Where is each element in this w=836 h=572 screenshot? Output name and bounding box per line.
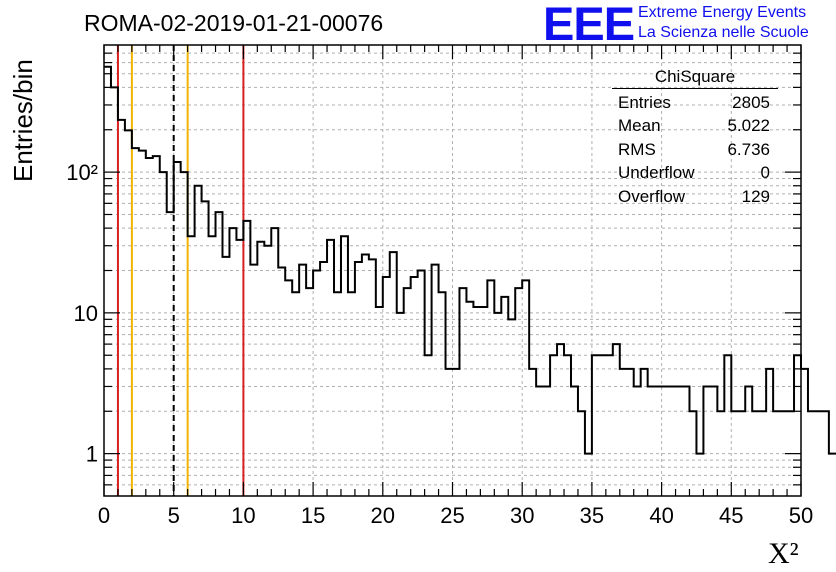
x-tick-label: 10	[231, 503, 255, 528]
y-axis-label: Entries/bin	[8, 59, 38, 182]
x-tick-label: 40	[649, 503, 673, 528]
eee-logo-line2: La Scienza nelle Scuole	[638, 24, 809, 41]
stats-value: 129	[741, 186, 770, 206]
stats-row-underflow: Underflow 0	[612, 162, 778, 186]
y-tick-label: 1	[86, 442, 98, 467]
x-tick-label: 15	[301, 503, 325, 528]
stats-title: ChiSquare	[612, 67, 778, 89]
stats-value: 6.736	[727, 139, 770, 159]
x-tick-label: 35	[580, 503, 604, 528]
x-tick-label: 20	[371, 503, 395, 528]
y-tick-label: 10²	[66, 160, 98, 185]
axis-ticks	[103, 45, 802, 496]
stats-row-overflow: Overflow 129	[612, 185, 778, 209]
x-tick-label: 30	[510, 503, 534, 528]
stats-label: Overflow	[618, 186, 686, 206]
stats-value: 2805	[732, 92, 770, 112]
tick-labels: 0 5 10 15 20 25 30 35 40 45 50 1 10 10²	[66, 160, 813, 528]
stats-label: Mean	[618, 116, 661, 136]
stats-value: 0	[760, 163, 770, 183]
x-axis-label: Χ²	[768, 537, 799, 570]
y-tick-label: 10	[74, 301, 98, 326]
stats-row-mean: Mean 5.022	[612, 115, 778, 139]
stats-label: Entries	[618, 92, 671, 112]
stats-row-rms: RMS 6.736	[612, 138, 778, 162]
stats-label: RMS	[618, 139, 656, 159]
x-tick-label: 50	[789, 503, 813, 528]
stats-row-entries: Entries 2805	[612, 91, 778, 115]
stats-box: ChiSquare Entries 2805 Mean 5.022 RMS 6.…	[612, 67, 778, 209]
x-tick-label: 25	[440, 503, 464, 528]
x-tick-label: 5	[168, 503, 180, 528]
eee-logo-acronym: EEE	[543, 0, 635, 50]
chart-title: ROMA-02-2019-01-21-00076	[84, 10, 384, 36]
x-tick-label: 0	[98, 503, 110, 528]
stats-label: Underflow	[618, 163, 695, 183]
reference-lines	[116, 45, 245, 496]
x-tick-label: 45	[719, 503, 743, 528]
stats-value: 5.022	[727, 116, 770, 136]
eee-logo-line1: Extreme Energy Events	[638, 4, 807, 21]
histogram-line	[104, 65, 836, 455]
